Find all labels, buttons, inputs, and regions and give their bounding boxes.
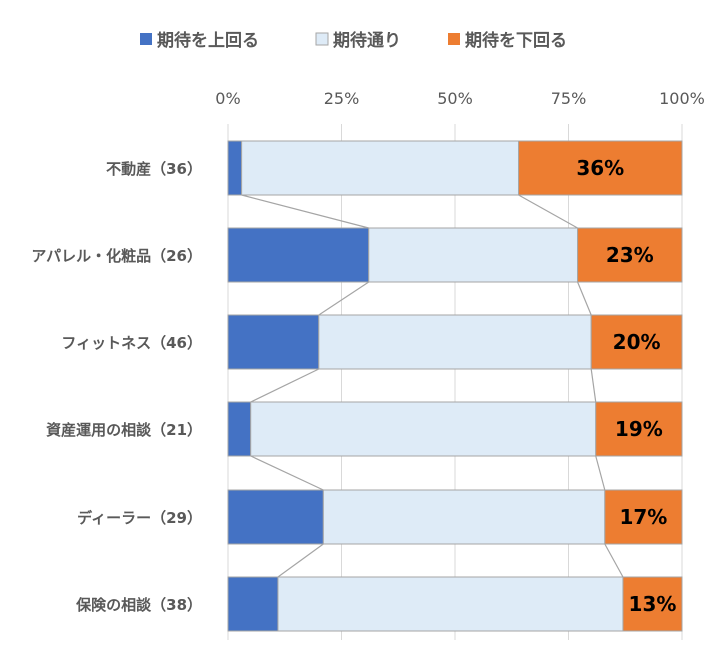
data-label: 36% (576, 156, 624, 180)
series-line (241, 194, 369, 229)
data-label: 20% (613, 330, 661, 354)
bar-segment (241, 140, 520, 196)
legend-swatch (448, 33, 460, 45)
x-tick-label: 75% (551, 89, 587, 108)
bar-segment (604, 489, 683, 545)
series-line (518, 194, 578, 229)
bar-segment (227, 489, 324, 545)
bar-segment (227, 140, 243, 196)
bar-segment (590, 314, 683, 370)
category-label: 資産運用の相談（21） (46, 421, 202, 439)
series-line (318, 281, 370, 316)
bar-segment (227, 314, 320, 370)
data-label: 19% (615, 417, 663, 441)
data-labels: 36% 23% 20% 19% 17% 13% (576, 156, 676, 616)
x-tick-label: 0% (215, 89, 240, 108)
bar-segment (577, 227, 683, 283)
category-labels: 不動産（36） アパレル・化粧品（26） フィットネス（46） 資産運用の相談（21）… (31, 160, 202, 614)
data-label: 23% (606, 243, 654, 267)
bar-segment (595, 401, 683, 457)
x-axis-ticks: 0% 25% 50% 75% 100% (215, 89, 705, 108)
bar-segment (322, 489, 606, 545)
legend-swatch (140, 33, 152, 45)
category-label: アパレル・化粧品（26） (31, 247, 202, 265)
bar-segment (277, 576, 624, 632)
series-line (250, 368, 320, 403)
series-lines (241, 194, 624, 578)
legend: 期待を上回る 期待通り 期待を下回る (140, 30, 567, 51)
series-line (590, 368, 597, 403)
series-line (250, 455, 324, 491)
x-tick-label: 50% (437, 89, 473, 108)
category-label: 不動産（36） (106, 160, 202, 178)
bar-segment (518, 140, 683, 196)
category-label: 保険の相談（38） (75, 596, 202, 614)
legend-label: 期待通り (333, 30, 401, 51)
category-label: フィットネス（46） (61, 334, 202, 352)
bar-segment (227, 227, 370, 283)
bar-segment (227, 576, 279, 632)
data-label: 13% (629, 592, 677, 616)
series-line (277, 543, 324, 578)
bar-segment (622, 576, 683, 632)
legend-swatch (315, 32, 329, 46)
bar-segment (227, 401, 252, 457)
bars (227, 140, 683, 632)
gridlines (227, 124, 683, 640)
legend-label: 期待を下回る (465, 30, 567, 51)
category-label: ディーラー（29） (77, 509, 202, 527)
series-line (604, 543, 624, 578)
series-line (595, 455, 606, 491)
legend-label: 期待を上回る (157, 30, 259, 51)
x-tick-label: 100% (659, 89, 705, 108)
data-label: 17% (619, 505, 667, 529)
series-line (577, 281, 592, 316)
x-tick-label: 25% (324, 89, 360, 108)
bar-segment (368, 227, 579, 283)
bar-segment (250, 401, 597, 457)
bar-segment (318, 314, 592, 370)
